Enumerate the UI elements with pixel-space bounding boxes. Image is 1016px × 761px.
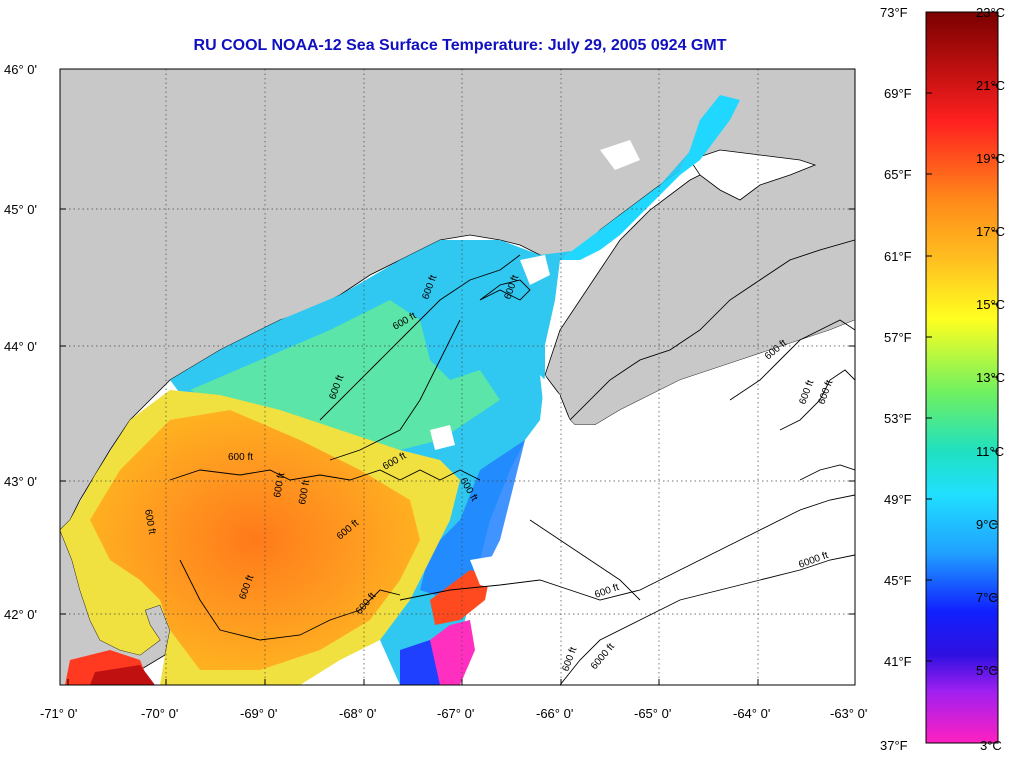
colorbar-c-label: 9°C <box>976 517 998 532</box>
basin-nodata <box>689 149 817 201</box>
contour-label: 600 ft <box>297 479 312 506</box>
sst-blue-patch-bottom <box>400 640 440 685</box>
lat-label: 46° 0' <box>4 62 37 77</box>
colorbar <box>925 11 999 744</box>
lat-label: 44° 0' <box>4 339 37 354</box>
colorbar-c-label: 19°C <box>976 151 1005 166</box>
sst-red-patch-east <box>430 570 490 625</box>
contour-line <box>329 319 461 461</box>
axis-ticks <box>60 68 856 685</box>
colorbar-f-label: 45°F <box>884 573 912 588</box>
contour-line <box>729 319 855 401</box>
lon-label: -65° 0' <box>634 706 671 721</box>
lon-label: -71° 0' <box>40 706 77 721</box>
map-title: RU COOL NOAA-12 Sea Surface Temperature:… <box>193 37 727 54</box>
contour-line <box>399 494 855 601</box>
lon-label: -69° 0' <box>240 706 277 721</box>
contour-line <box>799 464 855 481</box>
colorbar-c-label: 3°C <box>980 738 1002 753</box>
lat-label: 42° 0' <box>4 607 37 622</box>
lon-label: -64° 0' <box>733 706 770 721</box>
sst-darkred-patch <box>90 665 155 685</box>
lat-label: 43° 0' <box>4 474 37 489</box>
colorbar-c-label: 17°C <box>976 224 1005 239</box>
lon-label: -66° 0' <box>536 706 573 721</box>
colorbar-c-label: 21°C <box>976 78 1005 93</box>
contour-line <box>319 254 521 421</box>
colorbar-f-label: 49°F <box>884 492 912 507</box>
colorbar-f-label: 37°F <box>880 738 908 753</box>
colorbar-f-label: 65°F <box>884 167 912 182</box>
nodata-east <box>480 320 855 685</box>
contour-label: 600 ft <box>142 509 157 536</box>
cloud-patch <box>520 255 550 285</box>
colorbar-c-label: 15°C <box>976 297 1005 312</box>
bathymetry-contours <box>169 254 855 685</box>
graticule <box>60 69 855 685</box>
contour-line <box>559 554 855 685</box>
lon-label: -63° 0' <box>830 706 867 721</box>
colorbar-f-label: 41°F <box>884 654 912 669</box>
lat-label: 45° 0' <box>4 202 37 217</box>
colorbar-c-label: 11°C <box>976 444 1004 459</box>
contour-line <box>479 279 531 301</box>
sst-orange-core <box>90 410 420 670</box>
contour-label: 600 ft <box>272 472 287 499</box>
colorbar-c-label: 13°C <box>976 370 1005 385</box>
colorbar-ticks <box>926 84 998 671</box>
map-frame <box>59 68 856 686</box>
cloud-patch <box>430 425 455 450</box>
colorbar-f-label: 53°F <box>884 411 912 426</box>
colorbar-f-label: 57°F <box>884 330 912 345</box>
contour-line <box>529 519 641 601</box>
cloud-patch <box>470 555 520 590</box>
lon-label: -68° 0' <box>339 706 376 721</box>
map-content: 600 ft 600 ft 600 ft 600 ft 600 ft 600 f… <box>60 69 855 685</box>
lon-label: -67° 0' <box>437 706 474 721</box>
sst-upper-bay <box>560 95 740 260</box>
colorbar-f-label: 61°F <box>884 249 912 264</box>
sst-blue-streak <box>420 440 525 600</box>
lon-label: -70° 0' <box>141 706 178 721</box>
colorbar-f-label: 73°F <box>880 5 908 20</box>
colorbar-c-label: 23°C <box>976 5 1005 20</box>
contour-line <box>169 469 481 481</box>
contour-line <box>779 369 855 431</box>
cloud-patch <box>600 140 640 170</box>
contour-line <box>179 559 401 641</box>
sst-magenta-patch <box>430 620 475 685</box>
contour-label: 600 ft <box>228 452 253 463</box>
colorbar-f-label: 69°F <box>884 86 912 101</box>
colorbar-c-label: 5°C <box>976 663 998 678</box>
colorbar-c-label: 7°C <box>976 590 998 605</box>
